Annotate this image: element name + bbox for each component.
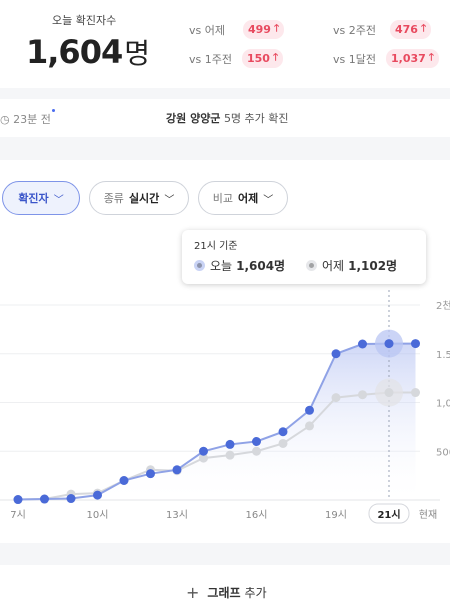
- add-graph-label: 추가: [244, 586, 267, 600]
- compare-prefix: 비교: [212, 192, 233, 205]
- increase-badge: 150 🡑: [241, 49, 284, 68]
- metric-value: 확진자: [18, 192, 49, 205]
- point-yesterday: [252, 446, 261, 456]
- point-yesterday: [278, 438, 288, 448]
- chevron-down-icon: ﹀: [53, 194, 64, 206]
- point-today: [93, 490, 102, 500]
- point-yesterday: [384, 388, 394, 398]
- x-tick-label: 현재: [419, 509, 437, 521]
- arrow-up-icon: 🡑: [272, 52, 279, 63]
- compare-1month: vs 1달전 1,037 🡑: [333, 49, 439, 68]
- compare-label: vs 1주전: [189, 52, 232, 66]
- compare-label: vs 2주전: [333, 23, 376, 37]
- point-yesterday: [199, 453, 208, 463]
- stat-title: 오늘 확진자수: [52, 14, 117, 27]
- ticker-text: 5명 추가 확진: [223, 112, 289, 125]
- compare-filter-chip[interactable]: 비교 어제 ﹀: [198, 181, 288, 215]
- y-tick-label: 500: [436, 447, 450, 458]
- point-today: [411, 339, 420, 349]
- metric-filter-chip[interactable]: 확진자 ﹀: [2, 181, 80, 215]
- point-today: [331, 349, 341, 359]
- type-value: 실시간: [128, 192, 160, 205]
- x-tick-label: 7시: [10, 509, 26, 521]
- ticker-time: ◷ 23분 전: [0, 113, 51, 126]
- point-today: [305, 405, 314, 415]
- point-today: [172, 465, 182, 475]
- point-today: [66, 494, 76, 504]
- increase-badge: 499 🡑: [242, 20, 285, 39]
- news-ticker[interactable]: ◷ 23분 전 강원 양양군 5명 추가 확진: [0, 99, 450, 137]
- increase-badge: 1,037 🡑: [385, 49, 439, 68]
- compare-1week: vs 1주전 150 🡑: [189, 49, 284, 68]
- series-line-yesterday: [17, 391, 416, 501]
- point-today: [252, 437, 261, 446]
- chevron-down-icon: ﹀: [164, 194, 175, 206]
- add-graph-button[interactable]: + 그래프 추가: [186, 583, 267, 602]
- compare-label: vs 1달전: [333, 52, 376, 66]
- type-filter-chip[interactable]: 종류 실시간 ﹀: [89, 181, 189, 215]
- y-tick-label: 2천: [436, 300, 450, 312]
- x-tick-label-highlight: 21시: [377, 509, 400, 521]
- clock-icon: ◷: [0, 113, 10, 126]
- total-unit: 명: [124, 37, 150, 70]
- point-yesterday: [331, 393, 341, 403]
- point-today: [119, 476, 129, 485]
- tooltip-today: 오늘 1,604명: [194, 257, 285, 274]
- point-yesterday: [225, 450, 235, 460]
- add-graph-bar: + 그래프 추가: [0, 565, 450, 608]
- y-tick-label: 1.5천: [436, 349, 450, 361]
- chevron-down-icon: ﹀: [263, 194, 274, 206]
- arrow-up-icon: 🡑: [273, 23, 280, 34]
- add-graph-label-bold: 그래프: [207, 586, 241, 600]
- x-tick-highlight-pill: [368, 503, 410, 524]
- point-today: [278, 427, 288, 437]
- ticker-headline[interactable]: 강원 양양군 5명 추가 확진: [166, 110, 289, 126]
- arrow-up-icon: 🡑: [420, 23, 427, 34]
- line-chart: 500 1,000 1.5천 2천 7시 10시 13시 16시 19시 21시 현재: [0, 290, 450, 524]
- x-tick-label: 16시: [246, 509, 268, 521]
- tooltip-yesterday: 어제 1,102명: [306, 257, 397, 274]
- point-today: [146, 469, 155, 479]
- new-dot-icon: [52, 109, 55, 112]
- compare-value: 어제: [238, 192, 259, 205]
- compare-yesterday: vs 어제 499 🡑: [189, 20, 285, 39]
- yesterday-marker-icon: [306, 260, 317, 271]
- point-today: [13, 495, 23, 505]
- total-number: 1,604: [26, 33, 123, 71]
- increase-badge: 476 🡑: [389, 20, 432, 39]
- point-today: [384, 339, 394, 349]
- chart-tooltip: 21시 기준 오늘 1,604명 어제 1,102명: [182, 230, 426, 284]
- y-tick-label: 1,000: [436, 399, 450, 410]
- series-line-today: [17, 342, 416, 501]
- arrow-up-icon: 🡑: [428, 52, 434, 63]
- stats-panel: 오늘 확진자수 1,604명 vs 어제 499 🡑 vs 2주전 476 🡑 vs…: [0, 0, 450, 88]
- x-tick-label: 19시: [325, 509, 347, 521]
- type-prefix: 종류: [103, 192, 124, 205]
- plus-icon: +: [186, 583, 200, 602]
- x-tick-label: 13시: [166, 509, 188, 521]
- compare-label: vs 어제: [189, 23, 225, 37]
- today-marker-icon: [194, 260, 205, 271]
- x-tick-label: 10시: [87, 509, 109, 521]
- point-today: [225, 439, 235, 449]
- point-yesterday: [305, 421, 314, 431]
- total-count: 1,604명: [26, 32, 150, 72]
- compare-2weeks: vs 2주전 476 🡑: [333, 20, 432, 39]
- point-today: [199, 446, 208, 456]
- point-yesterday: [411, 388, 420, 398]
- today-area: [18, 343, 416, 500]
- chart-panel: 확진자 ﹀ 종류 실시간 ﹀ 비교 어제 ﹀ 500 1,000 1.5천 2천 7시 10시 13시…: [0, 160, 450, 543]
- point-yesterday: [358, 390, 367, 400]
- point-today: [358, 339, 367, 349]
- tooltip-time: 21시 기준: [194, 241, 238, 252]
- ticker-region: 강원 양양군: [166, 112, 221, 125]
- point-today: [40, 494, 49, 504]
